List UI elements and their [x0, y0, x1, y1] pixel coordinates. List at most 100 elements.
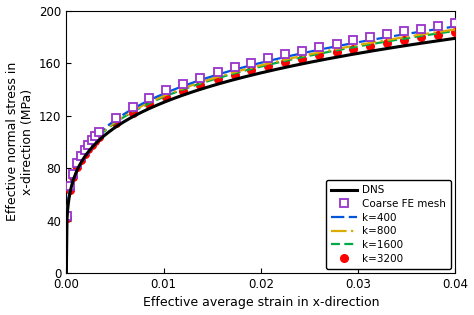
DNS	[453, 37, 458, 40]
k=3200	[71, 175, 76, 179]
Coarse FE mesh	[316, 45, 322, 49]
Coarse FE mesh	[164, 89, 169, 92]
k=3200	[232, 73, 237, 77]
k=400	[293, 53, 299, 57]
X-axis label: Effective average strain in x-direction: Effective average strain in x-direction	[143, 296, 379, 309]
k=3200	[418, 36, 424, 39]
k=400	[323, 46, 329, 50]
DNS	[293, 63, 299, 67]
k=3200	[283, 60, 288, 64]
k=800	[356, 43, 362, 47]
Coarse FE mesh	[64, 214, 70, 218]
k=1600	[132, 109, 138, 112]
k=3200	[92, 139, 98, 143]
Coarse FE mesh	[283, 53, 288, 56]
Coarse FE mesh	[265, 56, 271, 60]
Coarse FE mesh	[232, 65, 237, 69]
Coarse FE mesh	[334, 42, 339, 45]
Coarse FE mesh	[146, 96, 152, 100]
k=400	[453, 25, 458, 28]
k=3200	[164, 95, 169, 99]
Coarse FE mesh	[418, 27, 424, 31]
Coarse FE mesh	[130, 105, 136, 109]
DNS	[132, 113, 138, 117]
Line: k=3200: k=3200	[63, 29, 459, 221]
Legend: DNS, Coarse FE mesh, k=400, k=800, k=1600, k=3200: DNS, Coarse FE mesh, k=400, k=800, k=160…	[326, 180, 451, 269]
k=3200	[74, 165, 80, 169]
k=800	[132, 107, 138, 111]
k=3200	[384, 41, 390, 45]
k=3200	[78, 158, 83, 162]
k=3200	[334, 50, 339, 54]
k=400	[64, 271, 69, 275]
Coarse FE mesh	[85, 143, 91, 147]
Coarse FE mesh	[197, 76, 203, 80]
Coarse FE mesh	[401, 30, 407, 33]
k=3200	[85, 148, 91, 152]
k=3200	[367, 44, 373, 48]
Line: k=1600: k=1600	[66, 31, 456, 273]
Coarse FE mesh	[113, 116, 118, 120]
Coarse FE mesh	[367, 35, 373, 39]
k=1600	[164, 94, 169, 98]
k=1600	[356, 44, 362, 48]
k=1600	[239, 69, 245, 73]
k=800	[293, 55, 299, 59]
k=400	[356, 40, 362, 44]
Line: k=800: k=800	[66, 29, 456, 273]
Line: DNS: DNS	[66, 38, 456, 273]
Coarse FE mesh	[89, 138, 94, 142]
Coarse FE mesh	[96, 130, 101, 134]
k=3200	[89, 143, 94, 146]
k=1600	[293, 57, 299, 60]
k=3200	[215, 77, 220, 81]
Y-axis label: Effective normal stress in
x-direction (MPa): Effective normal stress in x-direction (…	[6, 62, 34, 221]
k=1600	[64, 271, 69, 275]
k=400	[132, 106, 138, 109]
k=800	[239, 68, 245, 72]
k=3200	[130, 111, 136, 115]
k=800	[323, 49, 329, 53]
Coarse FE mesh	[92, 134, 98, 138]
k=3200	[453, 31, 458, 34]
k=3200	[96, 135, 101, 139]
k=3200	[197, 83, 203, 87]
k=3200	[113, 122, 118, 125]
k=3200	[249, 68, 255, 72]
k=3200	[265, 64, 271, 68]
k=3200	[351, 47, 356, 50]
k=800	[453, 27, 458, 31]
k=3200	[181, 89, 186, 92]
Coarse FE mesh	[215, 70, 220, 74]
DNS	[239, 76, 245, 79]
k=800	[64, 271, 69, 275]
Coarse FE mesh	[74, 161, 80, 165]
Coarse FE mesh	[453, 21, 458, 25]
k=3200	[435, 33, 441, 37]
Coarse FE mesh	[71, 172, 76, 175]
Line: Coarse FE mesh: Coarse FE mesh	[63, 20, 459, 220]
k=3200	[146, 102, 152, 106]
DNS	[323, 57, 329, 61]
DNS	[164, 100, 169, 103]
Coarse FE mesh	[384, 32, 390, 36]
Line: k=400: k=400	[66, 26, 456, 273]
k=400	[239, 66, 245, 69]
DNS	[356, 51, 362, 55]
k=400	[164, 91, 169, 94]
Coarse FE mesh	[82, 148, 87, 152]
k=1600	[453, 29, 458, 33]
k=3200	[64, 216, 70, 220]
k=3200	[401, 38, 407, 42]
Coarse FE mesh	[78, 154, 83, 158]
k=3200	[316, 53, 322, 57]
k=3200	[82, 152, 87, 156]
k=3200	[299, 57, 305, 60]
k=800	[164, 93, 169, 97]
k=3200	[67, 188, 73, 192]
Coarse FE mesh	[435, 24, 441, 28]
Coarse FE mesh	[351, 38, 356, 42]
Coarse FE mesh	[299, 49, 305, 53]
k=1600	[323, 50, 329, 54]
DNS	[64, 271, 69, 275]
